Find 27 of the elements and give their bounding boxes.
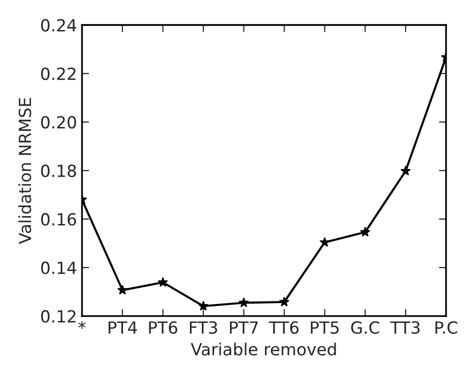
point	[198, 300, 208, 311]
y-tick-label: 0.18	[41, 164, 76, 178]
y-tick-label: 0.14	[41, 262, 76, 274]
point	[279, 296, 290, 306]
x-tick-label: P.C	[435, 321, 458, 334]
x-axis-title: Variable removed	[190, 342, 336, 356]
y-tick-label: 0.16	[41, 213, 76, 226]
x-tick-label: TT6	[268, 321, 299, 334]
x-tick-label: PT7	[230, 321, 258, 334]
point	[360, 226, 370, 237]
x-tick-label: PT6	[149, 321, 178, 334]
y-tick-label: 0.24	[41, 18, 76, 32]
x-tick-label: *	[78, 321, 86, 329]
point	[400, 166, 411, 176]
y-tick-label: 0.20	[41, 116, 76, 129]
y-tick-label: 0.22	[41, 67, 76, 80]
y-axis-title: Validation NRMSE	[18, 98, 32, 244]
x-tick-label: G.C	[351, 321, 380, 334]
point	[158, 276, 168, 287]
y-tick-label: 0.12	[41, 310, 76, 323]
x-tick-label: PT5	[310, 321, 339, 334]
x-tick-label: FT3	[190, 321, 218, 334]
point	[117, 284, 128, 295]
x-tick-label: TT3	[390, 321, 420, 334]
point	[320, 236, 330, 247]
point	[238, 297, 249, 308]
x-tick-label: PT4	[108, 321, 137, 334]
